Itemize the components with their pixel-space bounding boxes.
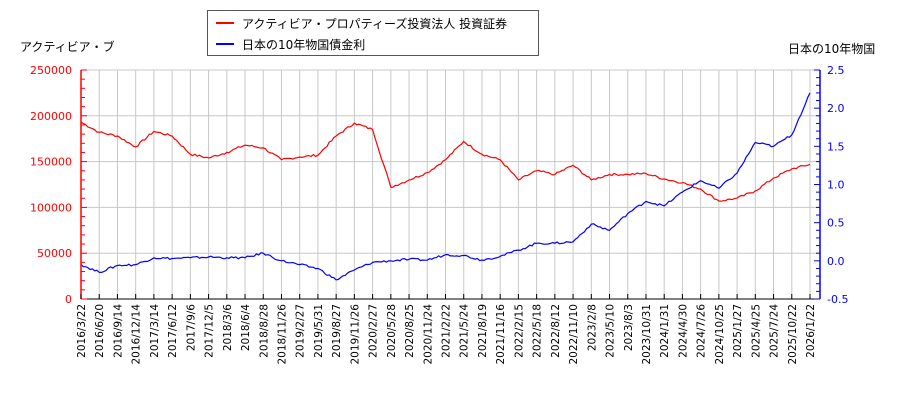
x-tick-label: 2024/10/25 xyxy=(714,304,726,365)
x-tick-label: 2023/10/31 xyxy=(641,304,653,365)
x-tick-label: 2016/3/22 xyxy=(76,304,88,358)
x-tick-label: 2023/2/8 xyxy=(586,304,598,351)
x-tick-label: 2017/3/14 xyxy=(149,304,161,358)
x-tick-label: 2019/2/27 xyxy=(295,304,307,358)
svg-text:2.5: 2.5 xyxy=(827,64,845,77)
legend-label-bond: 日本の10年物国債金利 xyxy=(242,37,366,52)
svg-text:1.0: 1.0 xyxy=(827,179,845,192)
svg-text:250000: 250000 xyxy=(30,64,72,77)
x-tick-label: 2022/8/12 xyxy=(550,304,562,358)
x-tick-label: 2022/11/10 xyxy=(568,304,580,365)
x-tick-label: 2025/7/24 xyxy=(769,304,781,358)
svg-text:100000: 100000 xyxy=(30,201,72,214)
x-tick-label: 2021/5/24 xyxy=(459,304,471,358)
x-tick-label: 2017/6/12 xyxy=(167,304,179,358)
x-tick-label: 2018/11/26 xyxy=(276,304,288,365)
x-tick-label: 2024/1/31 xyxy=(659,304,671,358)
x-tick-label: 2023/5/10 xyxy=(605,304,617,358)
legend: アクティビア・プロパティーズ投資法人 投資証券 日本の10年物国債金利 xyxy=(207,10,539,56)
x-tick-label: 2024/7/26 xyxy=(696,304,708,358)
x-tick-label: 2018/8/28 xyxy=(258,304,270,358)
grid-lines xyxy=(80,69,820,300)
x-tick-label: 2019/8/27 xyxy=(331,304,343,358)
x-tick-label: 2018/3/6 xyxy=(222,304,234,351)
x-tick-label: 2016/9/14 xyxy=(112,304,124,358)
legend-label-stock: アクティビア・プロパティーズ投資法人 投資証券 xyxy=(242,16,508,31)
x-tick-label: 2020/2/27 xyxy=(368,304,380,358)
svg-text:1.5: 1.5 xyxy=(827,140,845,153)
svg-text:-0.5: -0.5 xyxy=(827,293,848,306)
x-tick-label: 2017/12/5 xyxy=(204,304,216,358)
svg-text:0.5: 0.5 xyxy=(827,217,845,230)
svg-text:0: 0 xyxy=(65,293,72,306)
x-tick-label: 2026/1/22 xyxy=(805,304,817,358)
series-line-0 xyxy=(80,121,811,202)
svg-text:200000: 200000 xyxy=(30,110,72,123)
legend-swatch-blue xyxy=(216,43,234,45)
x-tick-label: 2019/5/31 xyxy=(313,304,325,358)
x-tick-label: 2016/12/14 xyxy=(131,304,143,365)
svg-text:2.0: 2.0 xyxy=(827,102,845,115)
x-tick-label: 2025/10/22 xyxy=(787,304,799,365)
legend-item-stock: アクティビア・プロパティーズ投資法人 投資証券 xyxy=(216,14,507,32)
x-tick-label: 2024/4/30 xyxy=(677,304,689,358)
x-tick-label: 2020/5/28 xyxy=(386,304,398,358)
left-axis-ticks: 0 50000 100000 150000 200000 250000 xyxy=(30,64,87,306)
x-tick-label: 2022/2/15 xyxy=(513,304,525,358)
x-tick-label: 2018/6/4 xyxy=(240,304,252,351)
svg-text:150000: 150000 xyxy=(30,156,72,169)
svg-text:0.0: 0.0 xyxy=(827,255,845,268)
right-axis-title: 日本の10年物国 xyxy=(788,42,876,56)
x-tick-label: 2021/8/19 xyxy=(477,304,489,358)
x-tick-label: 2016/6/20 xyxy=(94,304,106,358)
svg-text:50000: 50000 xyxy=(37,247,72,260)
x-tick-label: 2021/11/16 xyxy=(495,304,507,365)
x-tick-label: 2017/9/6 xyxy=(185,304,197,351)
x-axis-ticks: 2016/3/22 2016/6/20 2016/9/14 2016/12/14 201… xyxy=(76,294,817,365)
right-axis-ticks: -0.5 0.0 0.5 1.0 1.5 2.0 2.5 xyxy=(814,64,848,306)
legend-swatch-red xyxy=(216,22,234,24)
x-tick-label: 2025/1/27 xyxy=(732,304,744,358)
series-layer xyxy=(80,92,811,281)
series-line-1 xyxy=(80,92,811,281)
x-tick-label: 2025/4/25 xyxy=(750,304,762,358)
x-tick-label: 2020/8/25 xyxy=(404,304,416,358)
x-tick-label: 2023/8/3 xyxy=(623,304,635,351)
x-tick-label: 2022/5/18 xyxy=(532,304,544,358)
x-tick-label: 2020/11/24 xyxy=(422,304,434,365)
x-tick-label: 2019/11/26 xyxy=(349,304,361,365)
x-tick-label: 2021/2/22 xyxy=(441,304,453,358)
left-axis-title: アクティビア・ブ xyxy=(20,40,115,54)
legend-item-bond: 日本の10年物国債金利 xyxy=(216,35,365,53)
